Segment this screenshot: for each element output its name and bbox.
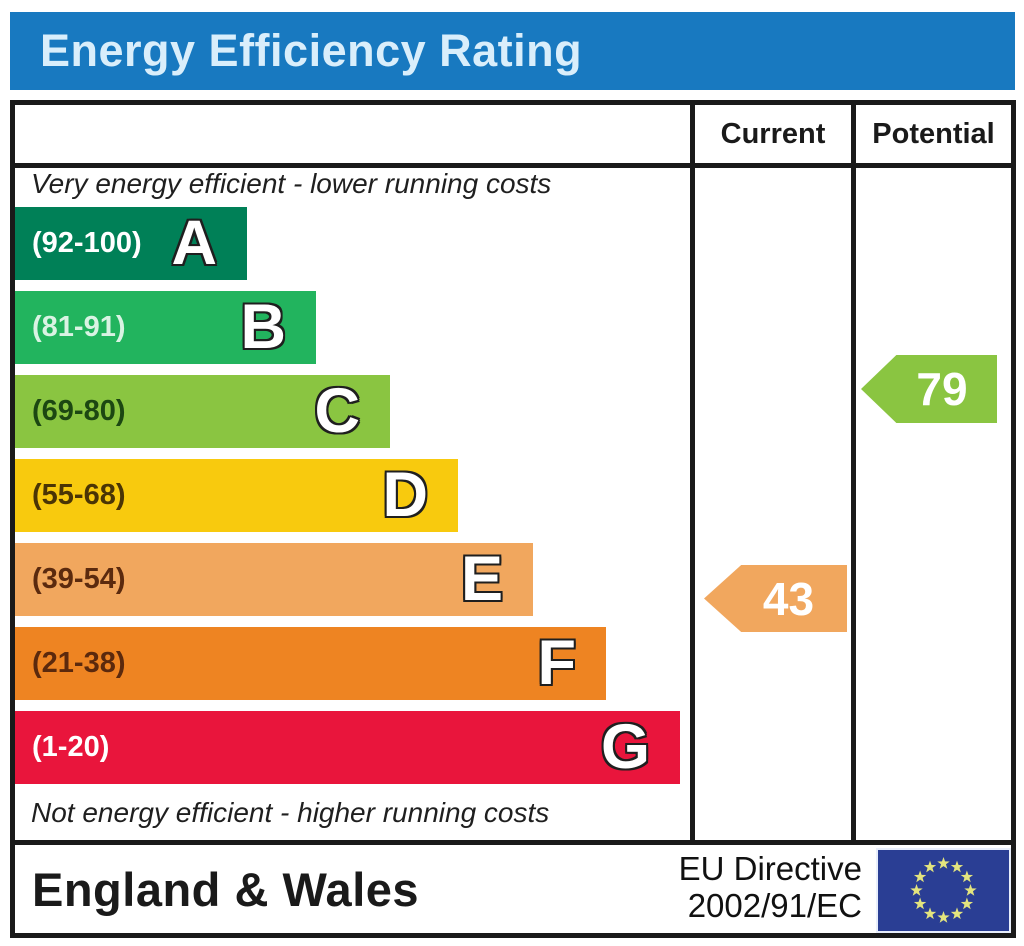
band-g: (1-20) G [15, 711, 680, 784]
band-c: (69-80) C [15, 375, 390, 448]
current-rating-value: 43 [762, 572, 815, 625]
footer-divider [10, 840, 1016, 845]
band-letter: A [171, 208, 218, 278]
band-list: (92-100) A (81-91) B (69-80) C (55-68) D… [15, 207, 690, 795]
column-header-potential: Potential [872, 117, 995, 150]
band-letter: B [240, 292, 287, 362]
page-title: Energy Efficiency Rating [40, 25, 583, 76]
band-letter: C [314, 376, 361, 446]
band-range-label: (39-54) [32, 563, 126, 595]
top-note: Very energy efficient - lower running co… [31, 168, 552, 199]
column-divider-potential [851, 100, 856, 845]
eu-directive-label: EU Directive 2002/91/EC [640, 850, 862, 924]
band-f: (21-38) F [15, 627, 606, 700]
band-letter: G [600, 712, 650, 782]
band-b: (81-91) B [15, 291, 316, 364]
band-a: (92-100) A [15, 207, 247, 280]
band-letter: E [460, 544, 503, 614]
region-label: England & Wales [32, 862, 420, 916]
band-range-label: (69-80) [32, 395, 126, 427]
eu-directive-line-1: EU Directive [678, 850, 862, 887]
band-d: (55-68) D [15, 459, 458, 532]
band-letter: F [537, 628, 576, 698]
potential-rating-value: 79 [916, 363, 968, 415]
band-e: (39-54) E [15, 543, 533, 616]
column-header-current: Current [720, 117, 826, 150]
band-range-label: (92-100) [32, 227, 142, 259]
eu-directive-line-2: 2002/91/EC [687, 887, 862, 924]
column-divider-current [690, 100, 695, 845]
title-bar: Energy Efficiency Rating [10, 12, 1015, 90]
bottom-note: Not energy efficient - higher running co… [31, 797, 550, 828]
band-range-label: (21-38) [32, 647, 126, 679]
band-letter: D [382, 460, 429, 530]
band-range-label: (55-68) [32, 479, 126, 511]
band-range-label: (81-91) [32, 311, 126, 343]
header-divider [10, 163, 1016, 168]
band-range-label: (1-20) [32, 731, 110, 763]
eu-flag-icon [876, 848, 1011, 933]
